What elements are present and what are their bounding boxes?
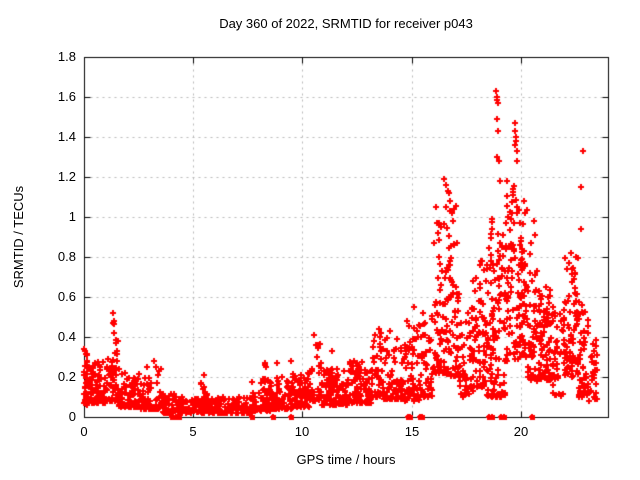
y-tick-label: 0.6 — [57, 289, 76, 304]
y-tick-label: 0.2 — [57, 369, 76, 384]
x-tick-label: 5 — [189, 424, 197, 439]
y-tick-label: 1.8 — [57, 49, 76, 64]
chart-title: Day 360 of 2022, SRMTID for receiver p04… — [219, 16, 473, 31]
y-tick-label: 0.8 — [57, 249, 76, 264]
y-tick-label: 1.4 — [57, 129, 76, 144]
y-tick-label: 0 — [68, 409, 76, 424]
y-tick-label: 1 — [68, 209, 76, 224]
x-tick-label: 20 — [513, 424, 529, 439]
y-tick-label: 1.2 — [57, 169, 76, 184]
y-tick-label: 1.6 — [57, 89, 76, 104]
x-tick-label: 10 — [294, 424, 310, 439]
x-tick-label: 15 — [404, 424, 420, 439]
y-axis-label: SRMTID / TECUs — [11, 185, 26, 289]
y-tick-label: 0.4 — [57, 329, 76, 344]
x-axis-label: GPS time / hours — [296, 452, 396, 467]
x-tick-label: 0 — [80, 424, 88, 439]
